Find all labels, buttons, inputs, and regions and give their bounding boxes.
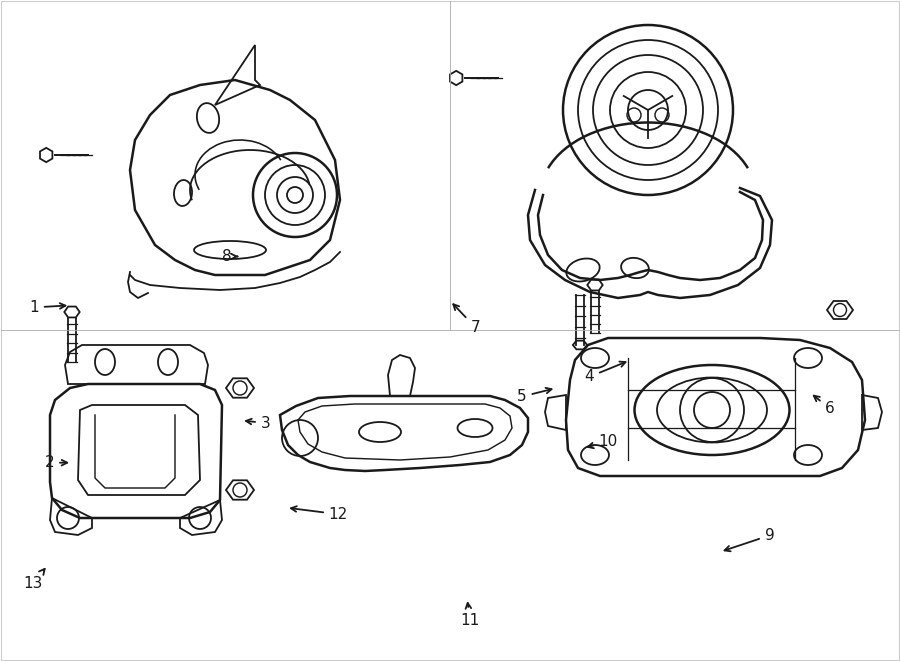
Text: 12: 12 — [291, 506, 348, 522]
Text: 11: 11 — [460, 603, 480, 627]
Text: 4: 4 — [585, 362, 625, 384]
Text: 5: 5 — [518, 388, 552, 404]
Text: 13: 13 — [23, 569, 45, 590]
Text: 7: 7 — [454, 304, 480, 334]
Text: 1: 1 — [30, 300, 66, 315]
Text: 2: 2 — [45, 455, 68, 470]
Text: 8: 8 — [222, 249, 238, 264]
Text: 3: 3 — [246, 416, 270, 430]
Text: 6: 6 — [814, 396, 834, 416]
Text: 9: 9 — [724, 528, 774, 551]
Text: 10: 10 — [588, 434, 618, 449]
